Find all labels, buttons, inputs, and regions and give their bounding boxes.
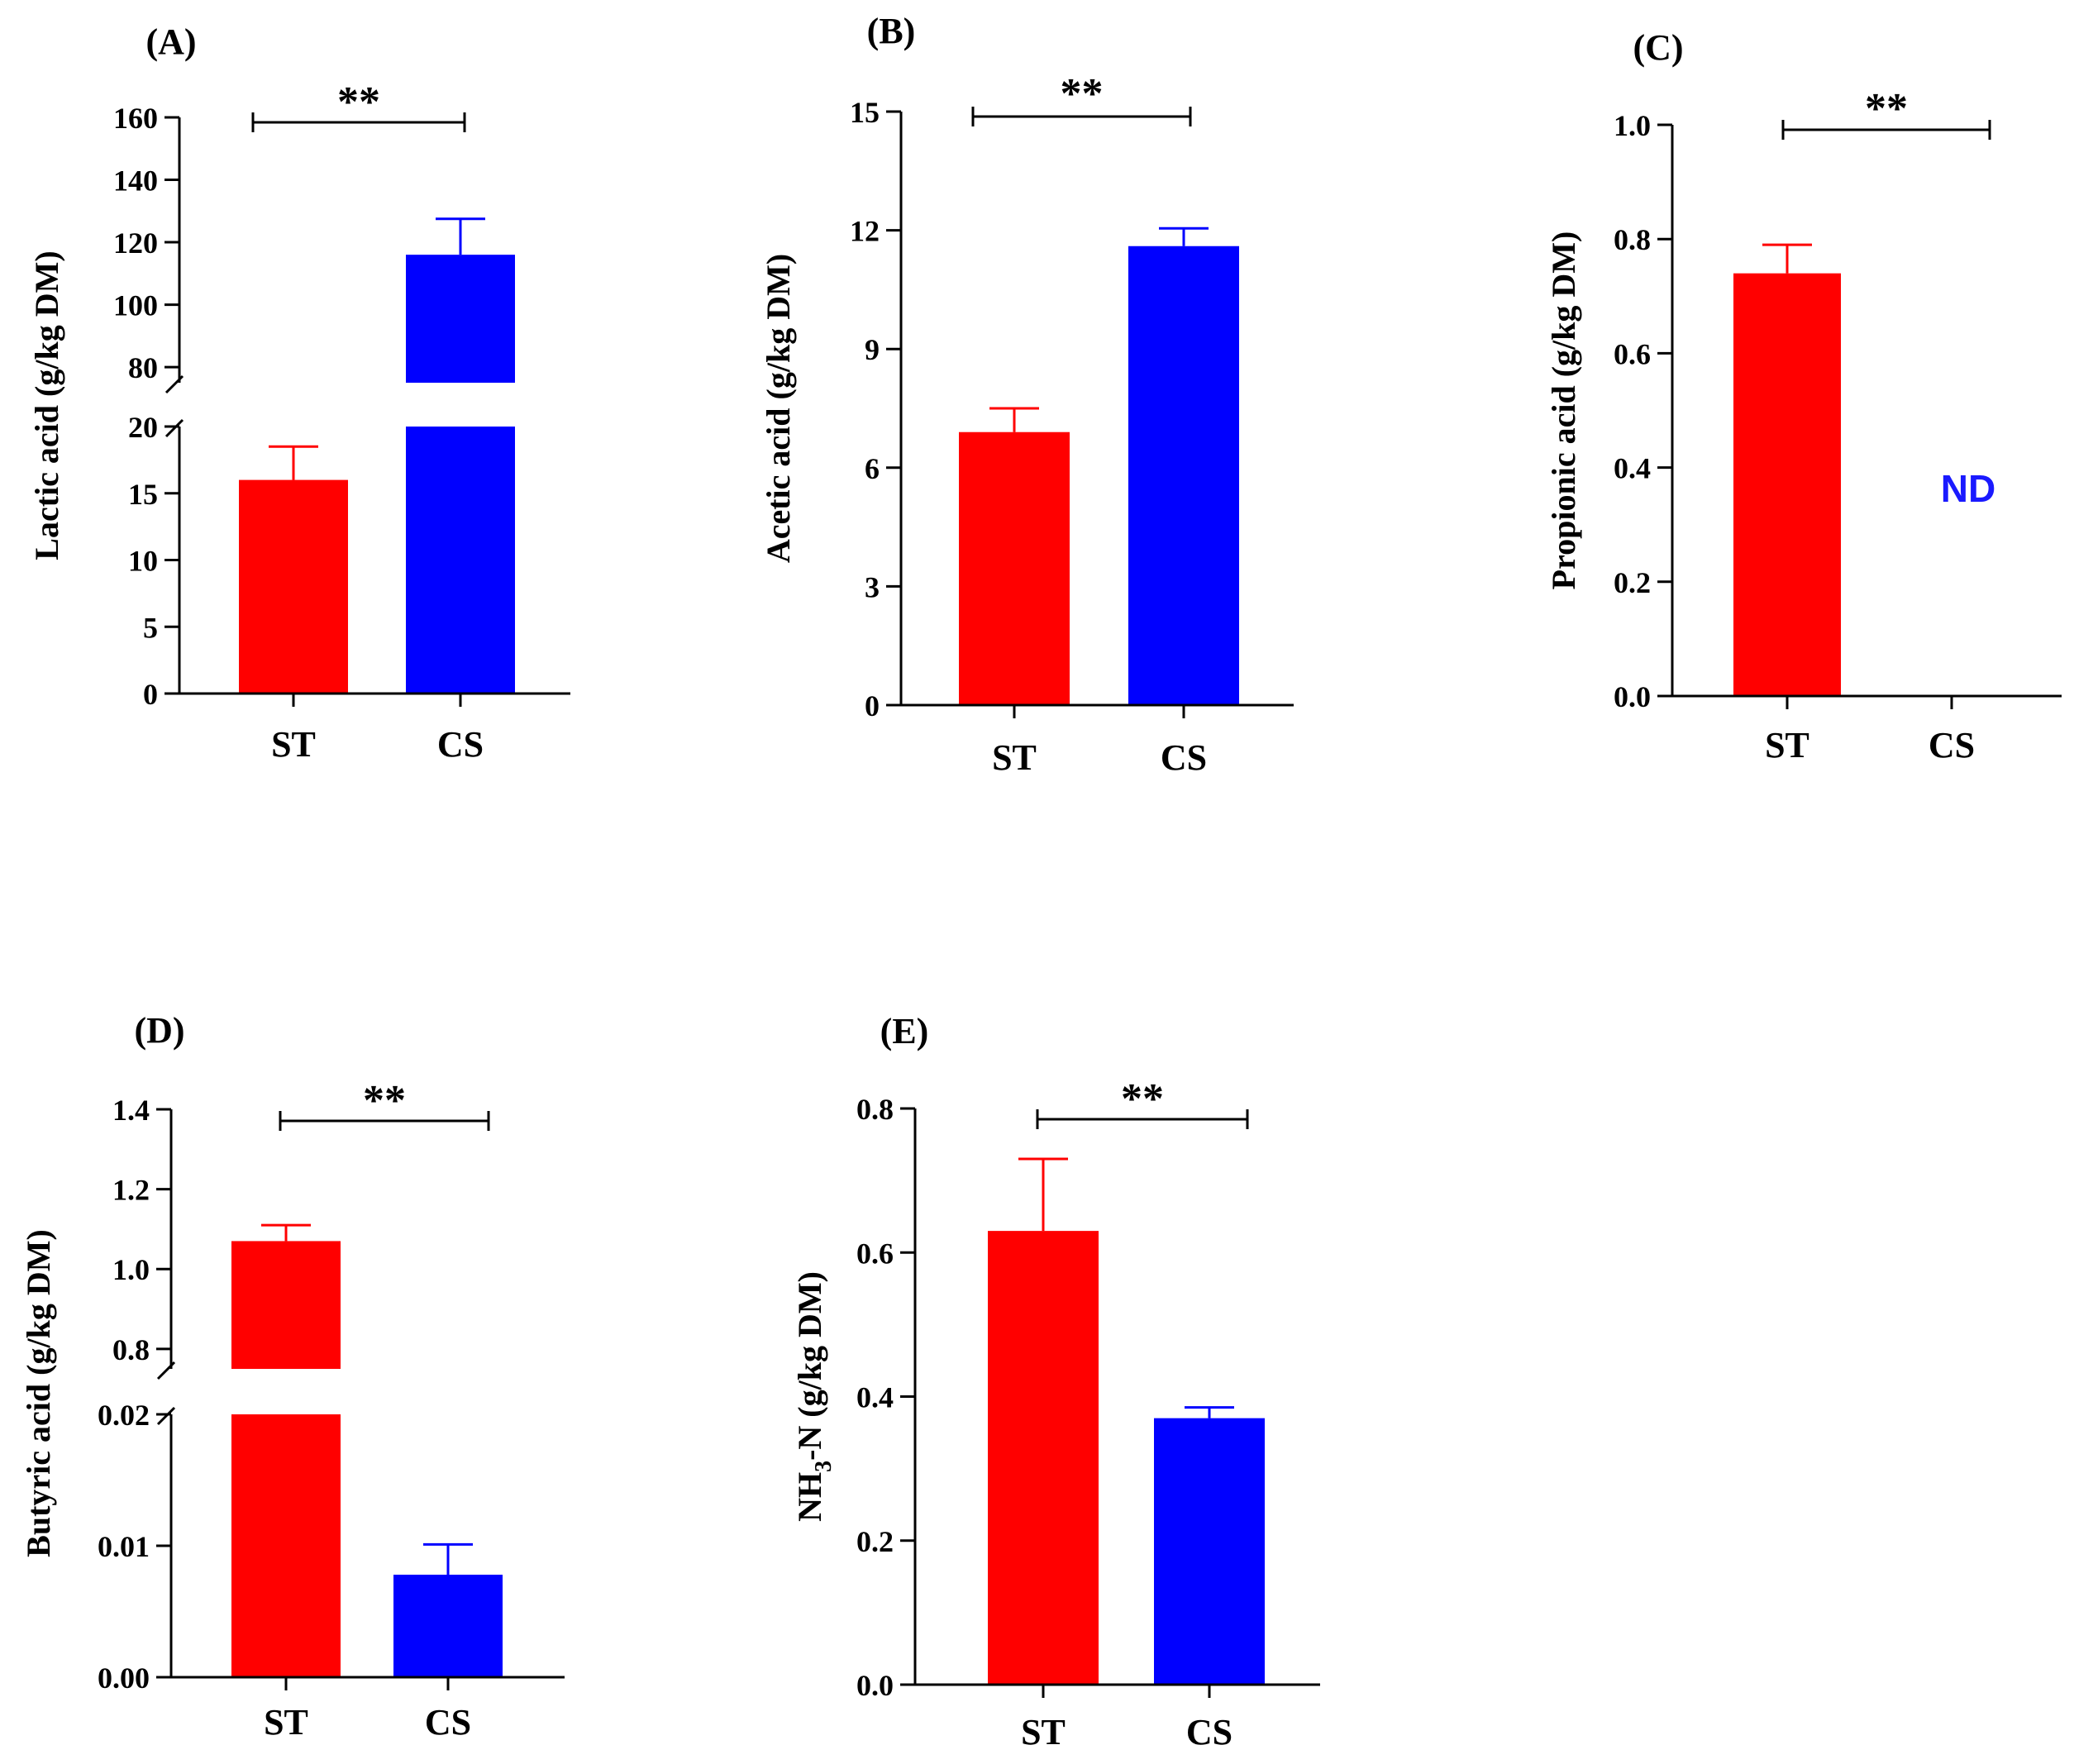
panel-e-y-axis-title-sub: 3 — [811, 1461, 837, 1472]
panel-a-ytick-label: 15 — [128, 478, 158, 511]
panel-a-category-st: ST — [271, 724, 316, 765]
panel-d-break-mark-upper — [156, 1361, 176, 1380]
panel-d-ytick-label: 0.00 — [98, 1661, 150, 1695]
panel-d-bar-cs — [393, 1574, 503, 1677]
panel-a-bar-cs-lower — [406, 427, 515, 694]
panel-e-ytick-label: 0.2 — [856, 1525, 894, 1558]
panel-a-break-mark-upper — [164, 374, 184, 394]
panel-b-ytick-label: 0 — [865, 689, 880, 722]
panel-c-category-st: ST — [1765, 725, 1809, 765]
panel-b-ytick-label: 15 — [850, 96, 880, 129]
panel-c-ytick-label: 0.8 — [1614, 223, 1651, 256]
panel-e-ytick-label: 0.0 — [856, 1669, 894, 1702]
panel-d-ytick-label: 0.8 — [112, 1333, 150, 1366]
panel-a-category-cs: CS — [437, 724, 484, 765]
panel-e-ytick-label: 0.4 — [856, 1381, 894, 1414]
panel-c-category-cs: CS — [1929, 725, 1975, 765]
panel-c-y-axis-title: Propionic acid (g/kg DM) — [1545, 231, 1582, 590]
panel-d-category-cs: CS — [425, 1702, 471, 1743]
panel-d-ytick-label: 0.02 — [98, 1399, 150, 1432]
panel-e-bar-cs — [1154, 1418, 1265, 1685]
panel-d-significance-label: ** — [363, 1077, 406, 1124]
panel-c-letter: (C) — [1633, 27, 1683, 68]
panel-d-letter: (D) — [134, 1010, 184, 1051]
panel-e-y-axis-title-rest: -N (g/kg DM) — [791, 1271, 828, 1461]
panel-b-category-cs: CS — [1161, 737, 1207, 778]
panel-a-ytick-label: 140 — [113, 164, 158, 198]
panel-a-ytick-label: 160 — [113, 102, 158, 135]
panel-d-category-st: ST — [264, 1702, 308, 1743]
panel-d-ytick-label: 0.01 — [98, 1530, 150, 1563]
panel-d-bar-st-upper — [231, 1241, 341, 1369]
panel-d-y-axis-title: Butyric acid (g/kg DM) — [20, 1229, 57, 1557]
panel-b-ytick-label: 3 — [865, 570, 880, 603]
panel-b-category-st: ST — [992, 737, 1037, 778]
panel-d-ytick-label: 1.2 — [112, 1174, 150, 1207]
panel-a-significance-label: ** — [337, 79, 380, 126]
panel-e-significance-label: ** — [1121, 1075, 1164, 1123]
panel-a-ytick-label: 100 — [113, 289, 158, 322]
panel-a-letter: (A) — [145, 21, 196, 62]
panel-a-ytick-label: 0 — [143, 678, 158, 711]
panel-b-letter: (B) — [867, 11, 916, 51]
panel-a-ytick-label: 10 — [128, 545, 158, 578]
panel-a-bar-cs-upper — [406, 255, 515, 383]
panel-e-bar-st — [988, 1231, 1099, 1685]
panel-e-letter: (E) — [880, 1011, 929, 1051]
panel-c-ytick-label: 0.4 — [1614, 452, 1651, 485]
panel-e-ytick-label: 0.6 — [856, 1237, 894, 1270]
panel-d-ytick-label: 1.0 — [112, 1253, 150, 1286]
panel-c-nd-label: ND — [1941, 467, 1995, 510]
panel-e-y-axis-title: NH3-N (g/kg DM) — [791, 1271, 837, 1522]
panel-c-ytick-label: 0.2 — [1614, 566, 1651, 599]
panel-a-bar-st — [239, 479, 348, 694]
panel-e-category-st: ST — [1021, 1712, 1066, 1752]
panel-a-ytick-label: 80 — [128, 351, 158, 384]
panel-c-ytick-label: 0.0 — [1614, 680, 1651, 713]
panel-a-ytick-label: 20 — [128, 411, 158, 444]
panel-e-y-axis-title-part: NH — [791, 1472, 828, 1522]
panel-c-bar-st — [1733, 273, 1841, 696]
panel-b-ytick-label: 9 — [865, 333, 880, 366]
panel-a-ytick-label: 120 — [113, 226, 158, 260]
panel-c-ytick-label: 0.6 — [1614, 337, 1651, 370]
panel-d-break-mark-lower — [156, 1406, 176, 1426]
panel-b-bar-st — [959, 431, 1070, 705]
panel-b-significance-label: ** — [1061, 70, 1104, 117]
panel-a-ytick-label: 5 — [143, 611, 158, 644]
panel-a-break-mark-lower — [164, 418, 184, 438]
panel-e-ytick-label: 0.8 — [856, 1093, 894, 1126]
panel-b-ytick-label: 6 — [865, 452, 880, 485]
panel-b-y-axis-title: Acetic acid (g/kg DM) — [760, 254, 797, 563]
panel-a-y-axis-title: Lactic acid (g/kg DM) — [28, 250, 65, 560]
panel-b-ytick-label: 12 — [850, 215, 880, 248]
panel-d-ytick-label: 1.4 — [112, 1094, 150, 1127]
panel-c-significance-label: ** — [1865, 85, 1908, 132]
panel-e-category-cs: CS — [1186, 1712, 1232, 1752]
panel-b-bar-cs — [1128, 246, 1239, 705]
panel-c-ytick-label: 1.0 — [1614, 109, 1651, 142]
panel-d-bar-st-lower — [231, 1414, 341, 1677]
